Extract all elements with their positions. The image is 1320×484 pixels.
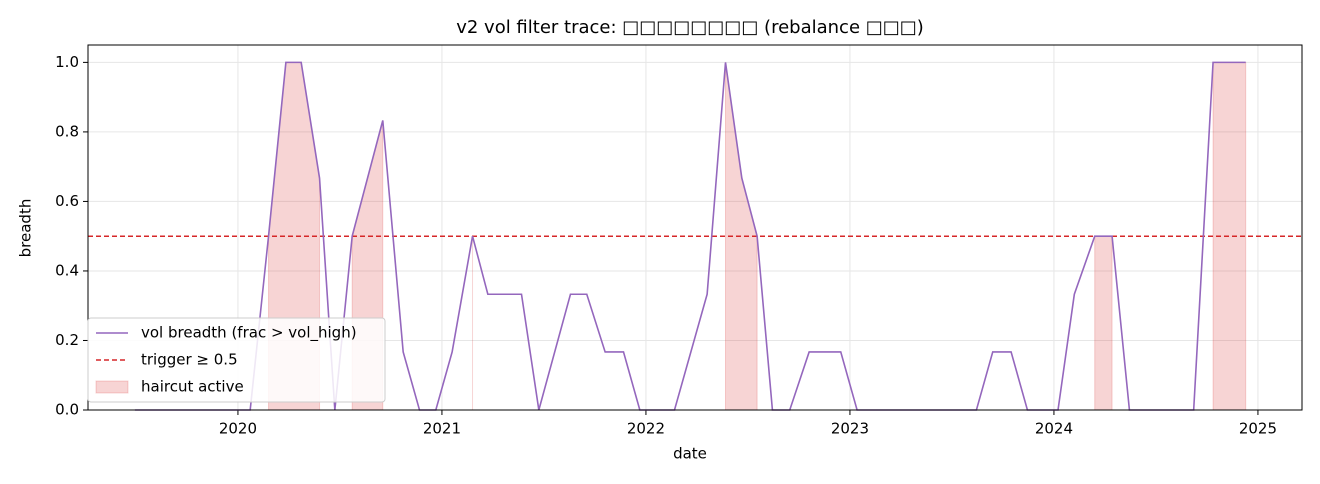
legend: vol breadth (frac > vol_high)trigger ≥ 0… xyxy=(87,317,386,403)
y-tick-label: 0.0 xyxy=(55,401,79,419)
x-tick-label: 2024 xyxy=(1035,420,1073,438)
y-tick-label: 0.4 xyxy=(55,261,79,279)
legend-swatch xyxy=(95,380,129,394)
legend-label: haircut active xyxy=(141,378,244,396)
x-tick-label: 2025 xyxy=(1239,420,1277,438)
legend-label: trigger ≥ 0.5 xyxy=(141,351,238,369)
legend-box xyxy=(87,317,386,403)
x-axis-label: date xyxy=(673,445,707,463)
y-tick-label: 0.2 xyxy=(55,331,79,349)
x-tick-label: 2021 xyxy=(423,420,461,438)
legend-label: vol breadth (frac > vol_high) xyxy=(141,324,357,343)
y-tick-label: 0.6 xyxy=(55,192,79,210)
haircut-shade xyxy=(1094,235,1113,411)
x-tick-label: 2023 xyxy=(831,420,869,438)
x-tick-label: 2022 xyxy=(627,420,665,438)
chart-title: v2 vol filter trace: □□□□□□□□ (rebalance… xyxy=(456,17,924,38)
y-tick-label: 1.0 xyxy=(55,53,79,71)
y-axis-label: breadth xyxy=(17,199,35,258)
plot-frame xyxy=(87,44,1303,411)
x-tick-label: 2020 xyxy=(219,420,257,438)
y-tick-label: 0.8 xyxy=(55,122,79,140)
